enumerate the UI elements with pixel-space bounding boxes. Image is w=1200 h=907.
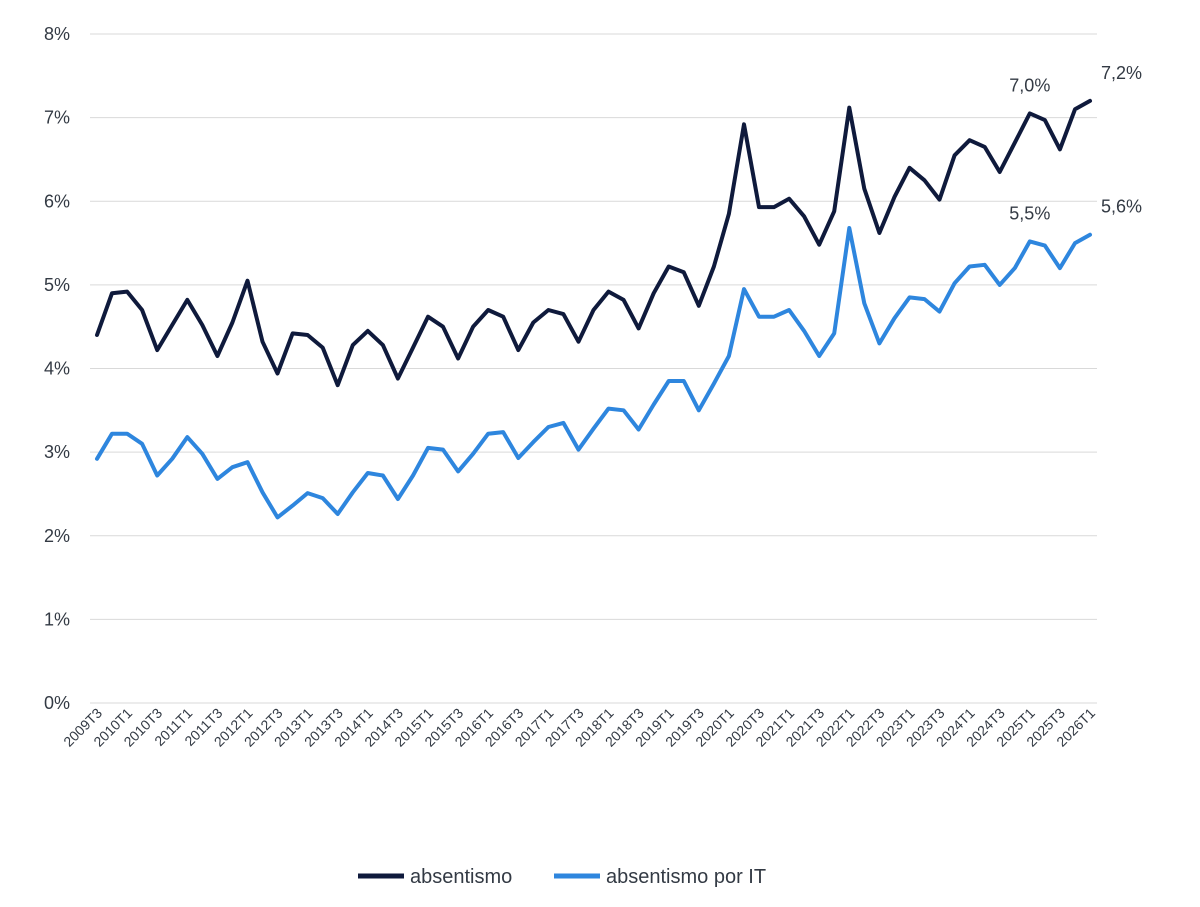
data-label: 5,5%	[1009, 203, 1050, 223]
y-tick-label: 6%	[44, 191, 70, 211]
y-tick-label: 0%	[44, 693, 70, 713]
y-tick-label: 1%	[44, 609, 70, 629]
legend: absentismo absentismo por IT	[358, 866, 766, 888]
y-tick-label: 3%	[44, 442, 70, 462]
y-tick-label: 4%	[44, 359, 70, 379]
series-lines	[95, 98, 1092, 520]
data-label: 7,2%	[1101, 63, 1142, 83]
series-line-2	[95, 226, 1092, 520]
y-tick-label: 8%	[44, 24, 70, 44]
data-label: 7,0%	[1009, 75, 1050, 95]
data-labels: 7,0% 7,2% 5,5% 5,6%	[1009, 63, 1142, 223]
x-axis-ticks: 2009T32010T12010T32011T12011T32012T12012…	[60, 705, 1098, 750]
grid-lines	[90, 33, 1097, 704]
y-tick-label: 7%	[44, 108, 70, 128]
legend-label: absentismo por IT	[606, 866, 766, 888]
series-line-1	[95, 98, 1092, 388]
y-tick-label: 5%	[44, 275, 70, 295]
data-label: 5,6%	[1101, 197, 1142, 217]
y-tick-label: 2%	[44, 526, 70, 546]
legend-label: absentismo	[410, 866, 512, 888]
y-axis-ticks: 0% 1% 2% 3% 4% 5% 6% 7% 8%	[44, 24, 70, 713]
